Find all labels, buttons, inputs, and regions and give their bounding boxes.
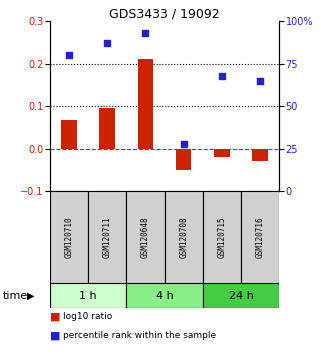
Text: GSM120711: GSM120711	[103, 216, 112, 258]
Bar	[126, 283, 203, 308]
Text: 4 h: 4 h	[156, 291, 173, 301]
Bar	[100, 108, 115, 149]
Bar	[203, 283, 279, 308]
Text: ■: ■	[50, 312, 60, 322]
Bar	[253, 149, 268, 161]
Text: GSM120648: GSM120648	[141, 216, 150, 258]
Text: GSM120715: GSM120715	[217, 216, 226, 258]
Bar	[241, 191, 279, 283]
Bar	[138, 59, 153, 149]
Point	[257, 78, 263, 84]
Text: percentile rank within the sample: percentile rank within the sample	[63, 331, 216, 340]
Text: time: time	[3, 291, 29, 301]
Title: GDS3433 / 19092: GDS3433 / 19092	[109, 7, 220, 20]
Text: GSM120708: GSM120708	[179, 216, 188, 258]
Bar	[50, 191, 88, 283]
Point	[181, 141, 186, 147]
Bar	[214, 149, 230, 157]
Bar	[126, 191, 164, 283]
Point	[66, 52, 72, 58]
Point	[219, 73, 224, 79]
Text: GSM120716: GSM120716	[256, 216, 265, 258]
Text: ▶: ▶	[27, 291, 35, 301]
Text: 1 h: 1 h	[79, 291, 97, 301]
Point	[143, 30, 148, 36]
Text: GSM120710: GSM120710	[65, 216, 74, 258]
Bar	[164, 191, 203, 283]
Bar	[203, 191, 241, 283]
Bar	[88, 191, 126, 283]
Text: 24 h: 24 h	[229, 291, 254, 301]
Text: ■: ■	[50, 330, 60, 340]
Bar	[176, 149, 191, 170]
Text: log10 ratio: log10 ratio	[63, 312, 112, 321]
Point	[105, 40, 110, 46]
Bar	[61, 120, 76, 149]
Bar	[50, 283, 126, 308]
